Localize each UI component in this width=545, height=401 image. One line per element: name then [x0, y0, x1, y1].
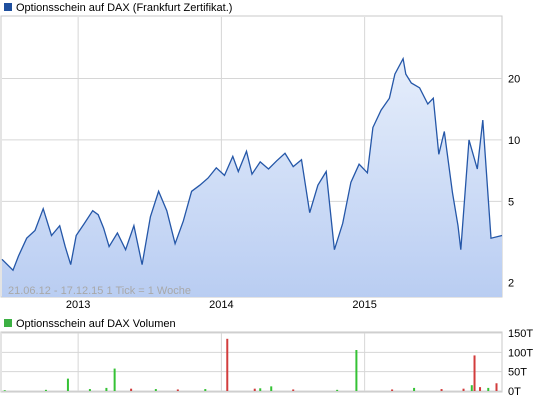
volume-plot-frame: [0, 331, 503, 393]
volume-bar: [355, 350, 358, 391]
volume-bar: [88, 389, 91, 391]
volume-bar: [226, 338, 229, 391]
price-y-tick-label: 20: [508, 73, 520, 85]
volume-bar: [130, 388, 133, 391]
volume-legend-swatch: [4, 319, 12, 327]
volume-bar: [391, 389, 394, 391]
volume-y-tick-label: 50T: [508, 367, 527, 379]
price-x-tick-label: 2013: [66, 299, 90, 311]
volume-bars: [3, 338, 498, 391]
volume-y-tick-label: 100T: [508, 347, 533, 359]
volume-bar: [495, 383, 498, 391]
price-x-axis: 2013 2014 2015: [66, 299, 377, 311]
price-series-line: [1, 56, 503, 272]
price-y-tick-label: 2: [508, 278, 514, 290]
volume-bar: [259, 388, 262, 391]
volume-bar: [336, 389, 339, 391]
volume-bar: [204, 389, 207, 391]
volume-bar: [487, 387, 490, 391]
volume-y-tick-label: 0T: [508, 386, 521, 398]
volume-bar: [44, 389, 47, 391]
price-x-tick-label: 2014: [209, 299, 233, 311]
price-legend-swatch: [4, 3, 12, 11]
date-range-note: 21.06.12 - 17.12.15 1 Tick = 1 Woche: [8, 285, 191, 297]
volume-bar: [154, 389, 157, 391]
volume-bar: [105, 387, 108, 391]
volume-bar: [479, 387, 482, 391]
volume-gridlines: [2, 332, 502, 392]
volume-bar: [462, 388, 465, 391]
volume-bar: [176, 389, 179, 391]
price-y-axis: 2 5 10 20: [508, 73, 520, 289]
volume-chart: Optionsschein auf DAX Volumen 0T 50T 100T 1…: [0, 318, 533, 398]
volume-bar: [473, 355, 476, 391]
volume-bar: [440, 389, 443, 391]
volume-bar: [270, 386, 273, 391]
volume-bar: [3, 390, 6, 391]
volume-bar: [413, 387, 416, 391]
volume-bar: [470, 385, 473, 391]
price-legend-label: Optionsschein auf DAX (Frankfurt Zertifi…: [16, 2, 232, 14]
volume-bar: [292, 389, 295, 391]
volume-y-tick-label: 150T: [508, 328, 533, 340]
price-chart: Optionsschein auf DAX (Frankfurt Zertifi…: [0, 2, 520, 311]
volume-legend-label: Optionsschein auf DAX Volumen: [16, 318, 176, 330]
price-y-tick-label: 5: [508, 196, 514, 208]
volume-y-axis: 0T 50T 100T 150T: [508, 328, 533, 398]
price-area-fill: [2, 58, 502, 298]
volume-bar: [66, 378, 69, 391]
price-y-tick-label: 10: [508, 135, 520, 147]
price-x-tick-label: 2015: [352, 299, 376, 311]
volume-bar: [113, 368, 116, 391]
volume-bar: [253, 388, 256, 391]
